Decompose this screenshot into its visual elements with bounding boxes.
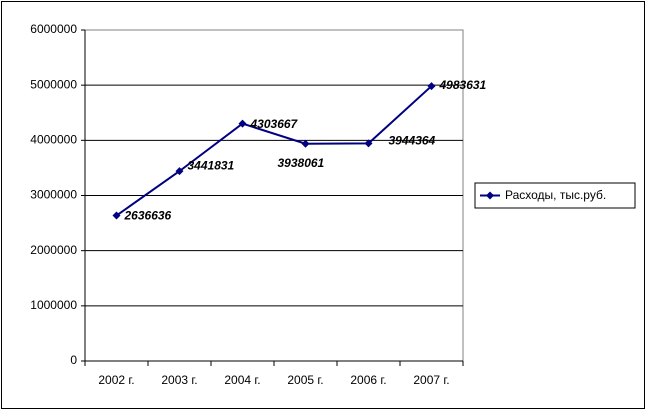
data-label: 2636636 bbox=[124, 209, 172, 223]
y-tick-label: 3000000 bbox=[30, 188, 77, 202]
x-tick-label: 2004 г. bbox=[224, 373, 260, 387]
data-label: 3938061 bbox=[278, 156, 325, 170]
marker bbox=[238, 119, 247, 128]
y-tick-label: 2000000 bbox=[30, 243, 77, 257]
y-tick-label: 6000000 bbox=[30, 22, 77, 36]
x-tick-label: 2007 г. bbox=[413, 373, 449, 387]
y-tick-label: 0 bbox=[70, 353, 77, 367]
marker bbox=[175, 167, 184, 176]
y-tick-label: 5000000 bbox=[30, 77, 77, 91]
legend bbox=[474, 182, 636, 209]
marker bbox=[427, 82, 436, 91]
marker bbox=[301, 139, 310, 148]
marker bbox=[112, 211, 121, 220]
y-tick-label: 4000000 bbox=[30, 133, 77, 147]
y-tick-label: 1000000 bbox=[30, 298, 77, 312]
x-tick-label: 2005 г. bbox=[287, 373, 323, 387]
data-label: 3944364 bbox=[389, 134, 436, 148]
data-label: 3441831 bbox=[188, 158, 235, 172]
marker bbox=[364, 139, 373, 148]
x-tick-label: 2006 г. bbox=[350, 373, 386, 387]
x-tick-label: 2002 г. bbox=[98, 373, 134, 387]
data-label: 4303667 bbox=[250, 117, 299, 131]
x-tick-label: 2003 г. bbox=[161, 373, 197, 387]
legend-label: Расходы, тыс.руб. bbox=[505, 188, 606, 202]
series-line bbox=[115, 85, 433, 217]
data-label: 4983631 bbox=[439, 78, 487, 92]
legend-marker bbox=[486, 191, 494, 200]
